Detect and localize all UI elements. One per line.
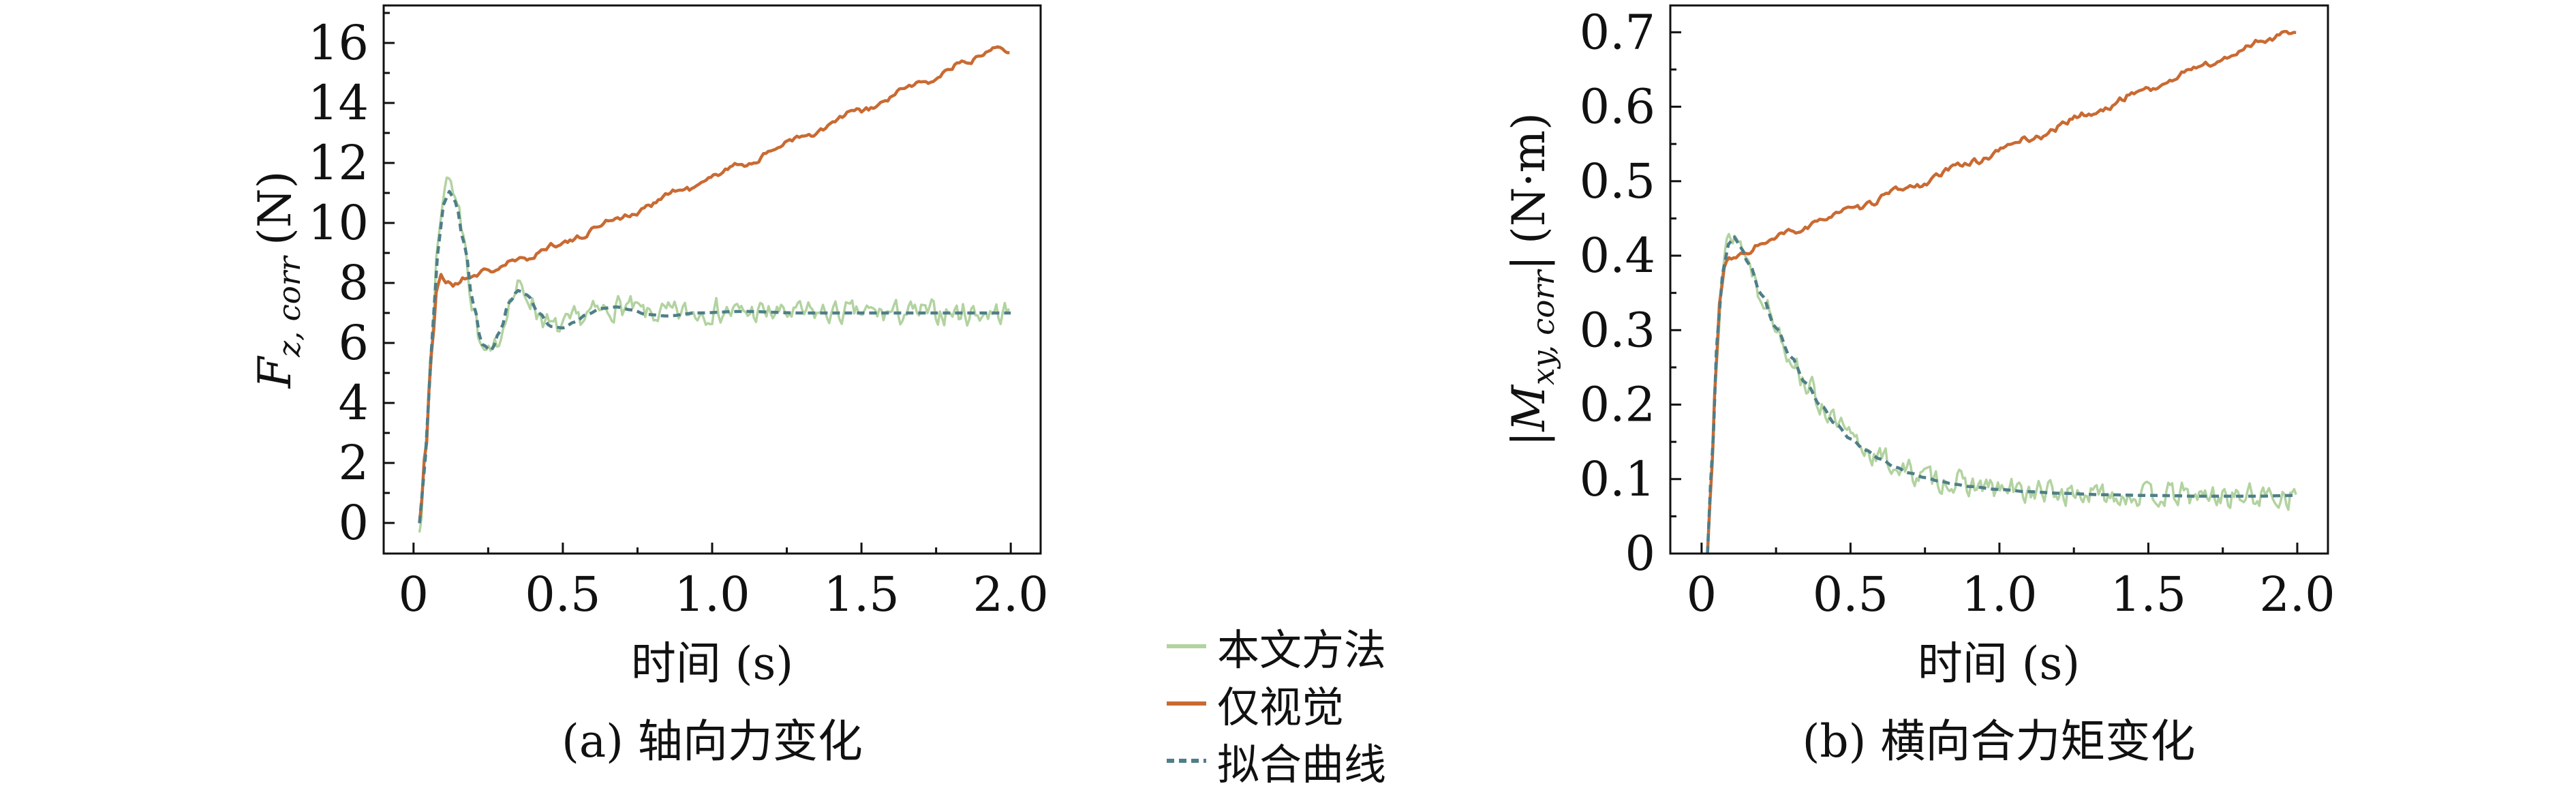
- y-tick-label: 0.4: [1580, 228, 1655, 284]
- chart-a-ylabel-subscript: z, corr: [271, 256, 308, 357]
- legend: 本文方法 仅视觉 拟合曲线: [1167, 618, 1386, 786]
- legend-label-proposed-method: 本文方法: [1217, 625, 1387, 675]
- chart-b-ylabel-unit: (N·m): [1502, 112, 1555, 244]
- y-tick-label: 0.2: [1580, 377, 1655, 433]
- chart-a-y-axis-label: Fz, corr (N): [249, 171, 307, 389]
- chart-b-series-拟合曲线: [1706, 235, 2297, 554]
- y-tick-label: 0: [338, 495, 369, 551]
- x-tick-label: 0: [1687, 566, 1717, 622]
- x-tick-label: 2.0: [2259, 566, 2335, 622]
- legend-row-fitted-curve: 拟合曲线: [1167, 732, 1386, 786]
- chart-a-series-仅视觉: [418, 45, 1010, 524]
- x-tick-label: 0.5: [1813, 566, 1888, 622]
- legend-line-swatch-fitted-curve: [1167, 759, 1206, 763]
- chart-a-x-axis-label: 时间 (s): [630, 637, 794, 690]
- chart-a-ylabel-unit: (N): [248, 170, 301, 245]
- x-tick-label: 0: [399, 566, 429, 622]
- x-tick-label: 2.0: [973, 566, 1049, 622]
- legend-label-fitted-curve: 拟合曲线: [1217, 740, 1387, 786]
- legend-line-swatch-proposed-method: [1167, 644, 1206, 648]
- chart-a-series-拟合曲线: [418, 190, 1011, 524]
- chart-b-ylabel-bar-close: |: [1502, 255, 1555, 271]
- y-tick-label: 8: [338, 255, 369, 311]
- y-tick-label: 0: [1625, 526, 1655, 581]
- chart-b-ylabel-subscript: xy, corr: [1525, 270, 1562, 385]
- legend-row-proposed-method: 本文方法: [1167, 618, 1386, 675]
- x-tick-label: 1.0: [674, 566, 750, 622]
- y-tick-label: 0.6: [1580, 79, 1655, 135]
- legend-label-vision-only: 仅视觉: [1217, 682, 1345, 732]
- chart-b-y-axis-label: |Mxy, corr|(N·m): [1503, 112, 1561, 447]
- x-tick-label: 0.5: [525, 566, 600, 622]
- y-tick-label: 0.7: [1580, 4, 1655, 60]
- legend-row-vision-only: 仅视觉: [1167, 675, 1386, 732]
- chart-a-series-本文方法: [418, 176, 1011, 533]
- chart-b-series-仅视觉: [1706, 29, 2297, 554]
- y-tick-label: 4: [338, 375, 369, 431]
- y-tick-label: 0.5: [1580, 153, 1655, 209]
- y-tick-label: 2: [338, 435, 369, 491]
- chart-b-ylabel-symbol: M: [1502, 385, 1555, 432]
- chart-b-ylabel-bar-open: |: [1502, 431, 1555, 447]
- y-tick-label: 0.3: [1580, 302, 1655, 358]
- y-tick-label: 10: [308, 195, 369, 251]
- y-tick-label: 14: [308, 75, 369, 131]
- chart-b-caption: (b) 横向合力矩变化: [1802, 715, 2196, 768]
- y-tick-label: 16: [308, 15, 369, 71]
- x-tick-label: 1.5: [823, 566, 899, 622]
- legend-line-swatch-vision-only: [1167, 701, 1206, 706]
- chart-a-caption: (a) 轴向力变化: [562, 715, 863, 768]
- x-tick-label: 1.0: [1961, 566, 2037, 622]
- y-tick-label: 12: [308, 135, 369, 191]
- chart-a-ylabel-symbol: F: [248, 357, 301, 389]
- chart-b-x-axis-label: 时间 (s): [1917, 637, 2081, 690]
- y-tick-label: 0.1: [1580, 451, 1655, 507]
- x-tick-label: 1.5: [2111, 566, 2186, 622]
- y-tick-label: 6: [338, 315, 369, 371]
- chart-b-series-本文方法: [1706, 232, 2297, 553]
